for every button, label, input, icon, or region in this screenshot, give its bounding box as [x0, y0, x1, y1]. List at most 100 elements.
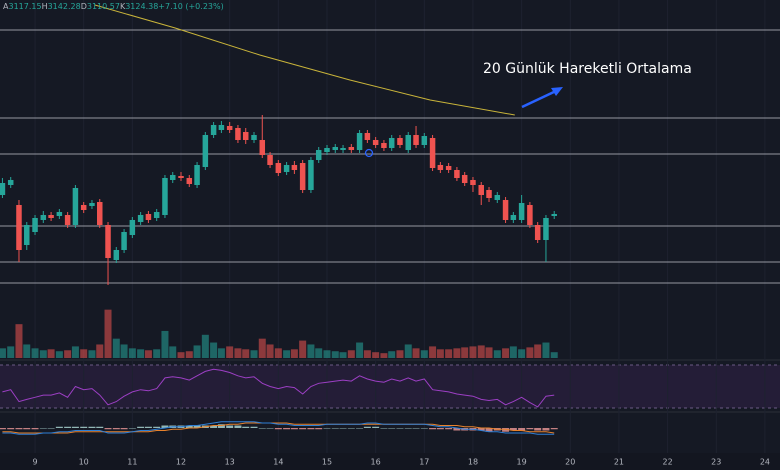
annotation-arrowhead [551, 87, 563, 96]
candle-body [364, 133, 371, 140]
candle-body [332, 147, 339, 150]
volume-bar [88, 350, 96, 358]
candle-body [324, 148, 330, 152]
volume-bar [226, 346, 234, 358]
volume-bar [217, 348, 225, 358]
macd-hist-bar [96, 426, 104, 428]
x-tick-label: 18 [468, 458, 478, 467]
volume-bar [323, 350, 331, 358]
macd-hist-bar [0, 428, 6, 430]
candle-body [494, 195, 501, 200]
macd-hist-bar [485, 428, 493, 432]
volume-bar [429, 346, 437, 358]
x-tick-label: 12 [176, 458, 186, 467]
macd-hist-bar [323, 428, 331, 429]
candle-body [259, 140, 266, 155]
candle-body [445, 166, 452, 170]
macd-hist-bar [137, 426, 145, 428]
volume-bar [290, 349, 298, 358]
x-tick-label: 14 [273, 458, 283, 467]
candle-body [153, 212, 160, 218]
macd-line [2, 421, 555, 435]
macd-hist-bar [64, 426, 72, 428]
macd-hist-bar [534, 428, 542, 431]
macd-signal-line [2, 422, 555, 434]
volume-bar [71, 346, 79, 358]
ohlc-key: D [81, 2, 87, 11]
annotation: 20 Günlük Hareketli Ortalama [483, 61, 692, 77]
volume-bar [534, 344, 542, 358]
candle-body [429, 138, 436, 168]
candle-body [113, 250, 120, 260]
candle-body [299, 163, 306, 190]
volume-bar [185, 351, 193, 358]
macd-hist-bar [550, 428, 558, 430]
candle-body [210, 125, 217, 135]
macd-hist-bar [80, 426, 88, 428]
macd-hist-bar [226, 425, 234, 428]
volume-bar [299, 340, 307, 358]
candle-body [405, 135, 411, 150]
candle-body [308, 160, 314, 190]
macd-hist-bar [112, 428, 120, 430]
macd-hist-bar [31, 428, 39, 430]
x-tick-label: 13 [225, 458, 235, 467]
candle-body [381, 143, 387, 148]
candle-body [527, 205, 533, 225]
candle-body [454, 170, 460, 178]
macd-hist-bar [372, 426, 380, 428]
macd-hist-bar [404, 428, 412, 429]
candle-body [226, 126, 233, 130]
macd-hist-bar [144, 426, 152, 428]
candle-body [388, 138, 395, 148]
candle-body [121, 232, 127, 250]
x-tick-label: 24 [760, 458, 770, 467]
ohlc-header: A3117.15H3142.28D3110.57K3124.38+7.10 (+… [3, 2, 224, 11]
ohlc-change: +7.10 (+0.23%) [158, 2, 223, 11]
macd-hist-bar [526, 428, 534, 430]
candle-body [372, 140, 379, 145]
volume-bar [250, 350, 258, 358]
macd-hist-bar [283, 428, 291, 430]
candle-body [251, 135, 257, 140]
candle-body [242, 132, 249, 140]
candle-body [470, 180, 476, 185]
macd-hist-bar [7, 428, 15, 430]
macd-hist-bar [388, 428, 396, 429]
macd-hist-bar [258, 428, 266, 429]
volume-bar [445, 349, 453, 358]
candle-body [129, 220, 136, 235]
macd-hist-bar [120, 428, 128, 430]
macd-hist-bar [274, 428, 282, 430]
volume-bar [542, 342, 550, 358]
macd-hist-bar [210, 425, 218, 428]
ohlc-key: A [3, 2, 9, 11]
macd-hist-bar [436, 428, 444, 430]
macd-hist-bar [412, 428, 420, 429]
candle-body [315, 150, 322, 160]
candle-body [461, 175, 468, 183]
candle-body [275, 163, 282, 173]
volume-bar [104, 309, 112, 358]
candle-body [348, 147, 355, 150]
candle-body [502, 200, 509, 220]
volume-bar [469, 346, 477, 358]
volume-bar [31, 348, 39, 358]
macd-hist-bar [71, 426, 79, 428]
candle-body [551, 214, 557, 216]
x-tick-label: 10 [79, 458, 89, 467]
candle-body [283, 165, 290, 172]
volume-bar [80, 349, 88, 358]
macd-hist-bar [39, 428, 47, 429]
macd-hist-bar [104, 428, 112, 430]
candle-body [186, 178, 193, 184]
macd-hist-bar [250, 426, 258, 428]
x-tick-label: 11 [127, 458, 137, 467]
candle-body [16, 205, 22, 250]
volume-bar [47, 349, 55, 358]
volume-bar [7, 346, 15, 358]
volume-bar [96, 344, 104, 358]
volume-bar [461, 347, 469, 358]
candle-body [194, 165, 200, 185]
